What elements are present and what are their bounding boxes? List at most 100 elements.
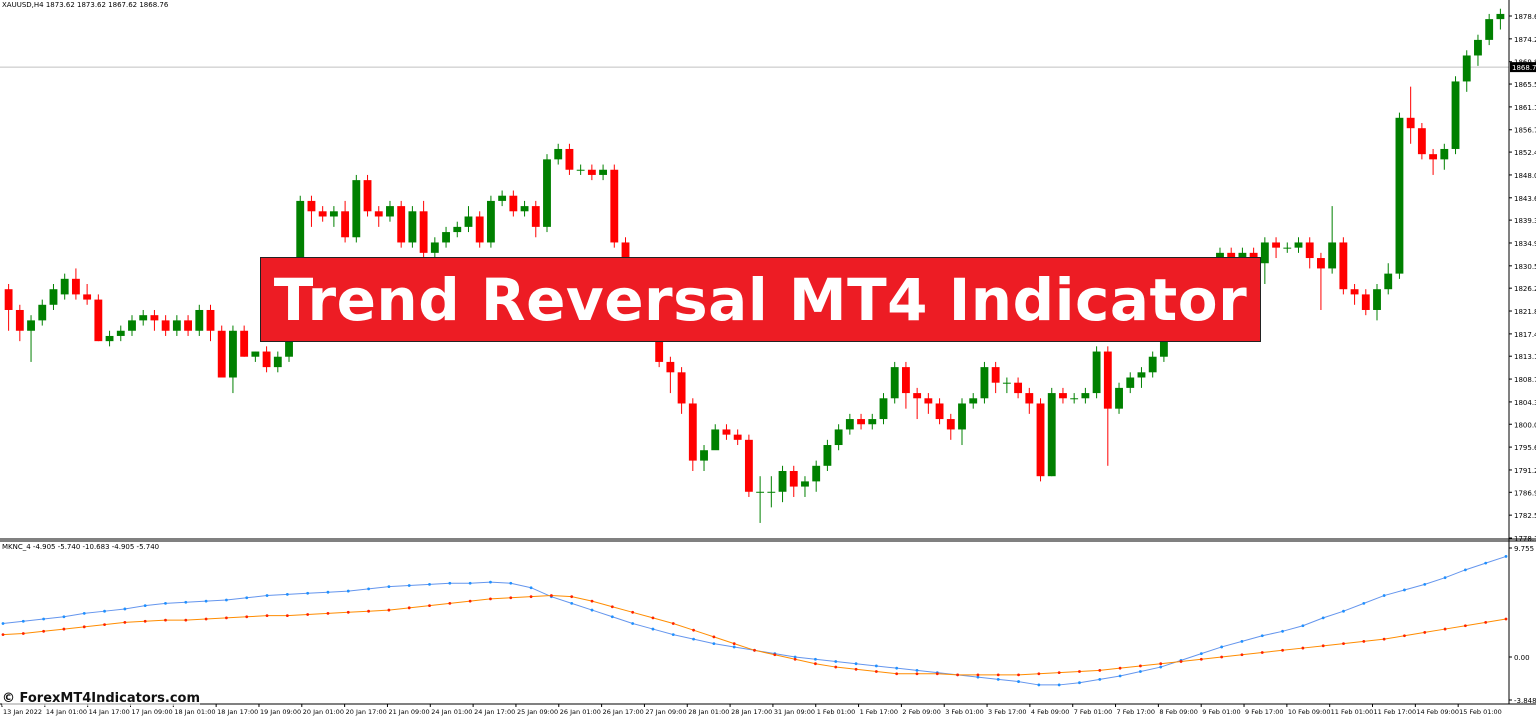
indicator-tick-label: 9.755 bbox=[1514, 545, 1534, 553]
indicator-point bbox=[1017, 680, 1020, 683]
indicator-point bbox=[1382, 637, 1386, 641]
candle-bull bbox=[823, 445, 832, 466]
time-tick-label: 20 Jan 01:00 bbox=[303, 708, 344, 716]
candle-bull bbox=[845, 419, 854, 430]
candle-bear bbox=[1361, 294, 1370, 310]
price-tick-label: 1795.60 bbox=[1514, 444, 1536, 452]
price-tick-label: 1778.10 bbox=[1514, 535, 1536, 543]
indicator-point bbox=[326, 612, 330, 615]
indicator-point bbox=[996, 677, 1000, 681]
candle-bear bbox=[621, 242, 630, 269]
candle-bull bbox=[1440, 148, 1449, 160]
indicator-point bbox=[1220, 655, 1224, 659]
indicator-tick-label: 0.00 bbox=[1514, 654, 1530, 662]
indicator-point bbox=[529, 595, 533, 599]
price-tick-label: 1826.20 bbox=[1514, 285, 1536, 293]
indicator-point bbox=[793, 655, 797, 659]
time-tick-label: 2 Feb 09:00 bbox=[902, 708, 941, 716]
time-tick-label: 24 Jan 17:00 bbox=[474, 708, 515, 716]
candle-bear bbox=[509, 195, 518, 212]
time-tick-label: 1 Feb 01:00 bbox=[817, 708, 856, 716]
time-tick-label: 17 Jan 09:00 bbox=[131, 708, 172, 716]
candle-bear bbox=[666, 361, 675, 373]
candle-bull bbox=[554, 148, 563, 160]
indicator-point bbox=[854, 662, 858, 666]
candle-bear bbox=[1417, 128, 1426, 155]
candle-bull bbox=[329, 211, 338, 217]
indicator-tick-label: -3.848 bbox=[1514, 697, 1536, 705]
indicator-point bbox=[326, 590, 330, 594]
indicator-point bbox=[407, 584, 411, 587]
candle-bull bbox=[229, 330, 237, 378]
price-tick-label: 1865.50 bbox=[1514, 81, 1536, 89]
candle-bear bbox=[1103, 351, 1112, 409]
candle-bull bbox=[1283, 247, 1292, 249]
indicator-point bbox=[651, 627, 655, 631]
indicator-point bbox=[976, 675, 980, 679]
indicator-point bbox=[874, 670, 878, 673]
candle-bear bbox=[789, 470, 798, 487]
time-tick-label: 11 Feb 17:00 bbox=[1374, 708, 1417, 716]
indicator-point bbox=[549, 594, 553, 597]
indicator-point bbox=[1301, 646, 1305, 650]
time-tick-label: 14 Jan 17:00 bbox=[89, 708, 130, 716]
price-tick-label: 1839.30 bbox=[1514, 217, 1536, 225]
indicator-point bbox=[1118, 674, 1122, 678]
indicator-point bbox=[1139, 670, 1142, 673]
candle-bear bbox=[1036, 403, 1045, 477]
indicator-point bbox=[1443, 627, 1447, 631]
indicator-point bbox=[387, 585, 391, 589]
candle-bear bbox=[655, 330, 664, 362]
indicator-point bbox=[489, 597, 492, 601]
indicator-point bbox=[1240, 639, 1244, 643]
indicator-point bbox=[245, 615, 249, 619]
candle-bear bbox=[161, 320, 170, 331]
price-tick-label: 1800.00 bbox=[1514, 421, 1536, 429]
banner-title: Trend Reversal MT4 Indicator bbox=[260, 257, 1261, 342]
candle-bear bbox=[1305, 242, 1314, 259]
indicator-point bbox=[123, 607, 127, 611]
indicator-point bbox=[448, 581, 452, 585]
price-tick-label: 1813.10 bbox=[1514, 353, 1536, 361]
indicator-point bbox=[1159, 665, 1163, 669]
candle-bear bbox=[991, 367, 1000, 383]
candle-bear bbox=[1014, 382, 1023, 394]
candle-bull bbox=[1159, 330, 1168, 357]
indicator-panel bbox=[1, 555, 1508, 687]
indicator-point bbox=[935, 672, 939, 676]
indicator-point bbox=[1017, 673, 1020, 677]
indicator-point bbox=[204, 617, 208, 621]
candle-bull bbox=[980, 367, 989, 399]
indicator-point bbox=[1504, 617, 1508, 621]
candle-bear bbox=[1350, 289, 1359, 295]
indicator-point bbox=[895, 672, 899, 676]
candle-bull bbox=[1126, 377, 1135, 388]
indicator-point bbox=[814, 662, 817, 666]
indicator-point bbox=[143, 619, 147, 623]
candle-bear bbox=[1025, 393, 1034, 404]
indicator-point bbox=[631, 622, 635, 625]
candle-bear bbox=[184, 320, 192, 331]
candle-bull bbox=[834, 429, 843, 446]
candle-bull bbox=[273, 356, 282, 368]
candle-bear bbox=[610, 169, 619, 243]
indicator-point bbox=[143, 604, 147, 608]
candle-bear bbox=[744, 439, 753, 492]
time-tick-label: 26 Jan 17:00 bbox=[603, 708, 644, 716]
candle-bull bbox=[1092, 351, 1101, 394]
indicator-point bbox=[1362, 639, 1366, 643]
indicator-point bbox=[1281, 629, 1284, 633]
candle-bull bbox=[1451, 81, 1460, 149]
candle-bear bbox=[733, 434, 742, 440]
indicator-point bbox=[1220, 645, 1224, 649]
indicator-point bbox=[1260, 651, 1264, 654]
indicator-point bbox=[1443, 576, 1447, 580]
time-tick-label: 21 Jan 09:00 bbox=[388, 708, 429, 716]
time-tick-label: 28 Jan 01:00 bbox=[688, 708, 729, 716]
candle-bull bbox=[1294, 242, 1303, 248]
time-tick-label: 26 Jan 01:00 bbox=[560, 708, 601, 716]
candle-bull bbox=[116, 330, 125, 336]
indicator-point bbox=[1057, 671, 1061, 675]
indicator-point bbox=[509, 596, 513, 600]
